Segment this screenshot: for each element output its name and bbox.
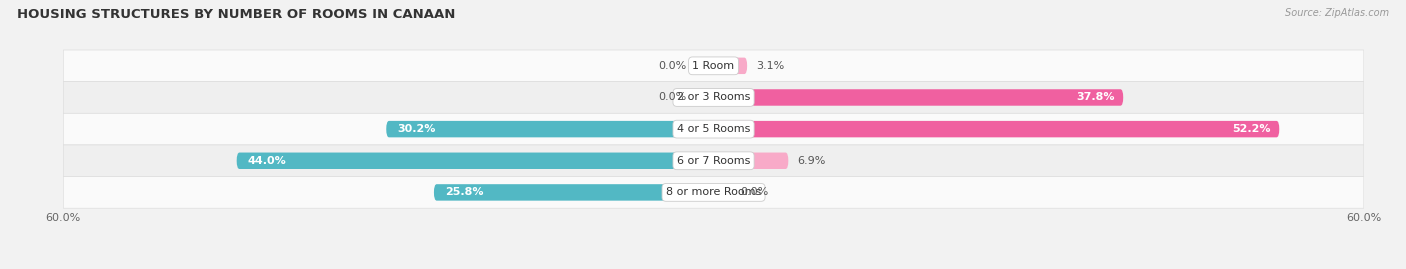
FancyBboxPatch shape (63, 113, 1364, 145)
Text: 37.8%: 37.8% (1076, 93, 1115, 102)
FancyBboxPatch shape (63, 176, 1364, 208)
FancyBboxPatch shape (434, 184, 713, 201)
Text: Source: ZipAtlas.com: Source: ZipAtlas.com (1285, 8, 1389, 18)
Text: 4 or 5 Rooms: 4 or 5 Rooms (676, 124, 751, 134)
Text: 52.2%: 52.2% (1232, 124, 1271, 134)
Text: 8 or more Rooms: 8 or more Rooms (666, 187, 761, 197)
FancyBboxPatch shape (713, 58, 747, 74)
Text: 25.8%: 25.8% (444, 187, 484, 197)
Text: 0.0%: 0.0% (658, 93, 686, 102)
Text: 6.9%: 6.9% (797, 156, 825, 166)
FancyBboxPatch shape (236, 153, 713, 169)
Legend: Owner-occupied, Renter-occupied: Owner-occupied, Renter-occupied (586, 266, 841, 269)
Text: 6 or 7 Rooms: 6 or 7 Rooms (676, 156, 751, 166)
Text: 44.0%: 44.0% (247, 156, 287, 166)
FancyBboxPatch shape (63, 50, 1364, 82)
FancyBboxPatch shape (387, 121, 713, 137)
Text: 0.0%: 0.0% (658, 61, 686, 71)
Text: 2 or 3 Rooms: 2 or 3 Rooms (676, 93, 751, 102)
FancyBboxPatch shape (713, 121, 1279, 137)
Text: 1 Room: 1 Room (693, 61, 734, 71)
FancyBboxPatch shape (63, 82, 1364, 113)
Text: 0.0%: 0.0% (741, 187, 769, 197)
Text: HOUSING STRUCTURES BY NUMBER OF ROOMS IN CANAAN: HOUSING STRUCTURES BY NUMBER OF ROOMS IN… (17, 8, 456, 21)
Text: 3.1%: 3.1% (756, 61, 785, 71)
FancyBboxPatch shape (63, 145, 1364, 176)
FancyBboxPatch shape (713, 89, 1123, 106)
FancyBboxPatch shape (713, 153, 789, 169)
Text: 30.2%: 30.2% (396, 124, 436, 134)
